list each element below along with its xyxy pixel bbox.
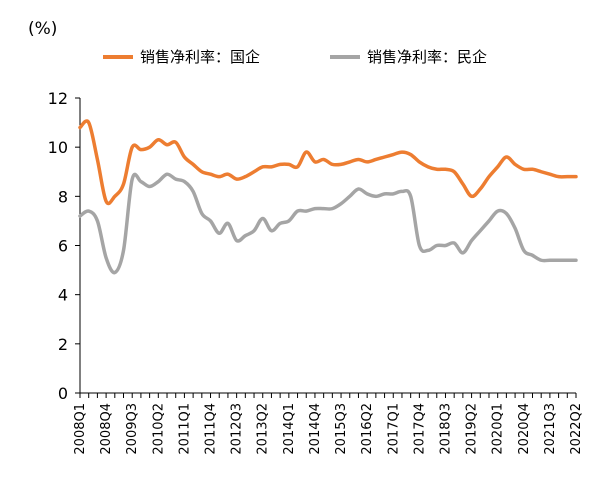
x-tick-label: 2014Q1	[282, 403, 297, 455]
series-line-soe	[80, 121, 576, 204]
legend-label-soe: 销售净利率：国企	[140, 48, 260, 66]
x-tick-label: 2014Q4	[308, 403, 323, 455]
y-tick-label: 8	[58, 187, 68, 206]
series-layer	[80, 121, 576, 273]
x-tick-label: 2020Q4	[517, 403, 532, 455]
x-tick-label: 2016Q2	[360, 403, 375, 455]
x-tick-label: 2008Q4	[99, 403, 114, 455]
x-tick-label: 2021Q3	[543, 403, 558, 455]
y-tick-label: 2	[58, 335, 68, 354]
x-tick-label: 2015Q3	[334, 403, 349, 455]
x-tick-label: 2009Q3	[125, 403, 140, 455]
x-tick-label: 2020Q1	[491, 403, 506, 455]
unit-label: (%)	[28, 19, 57, 39]
x-tick-label: 2022Q2	[569, 403, 584, 455]
x-tick-label: 2011Q1	[177, 403, 192, 455]
y-tick-label: 0	[58, 384, 68, 403]
y-tick-label: 10	[48, 138, 68, 157]
x-tick-label: 2008Q1	[73, 403, 88, 455]
x-tick-label: 2013Q2	[256, 403, 271, 455]
x-tick-label: 2012Q3	[230, 403, 245, 455]
y-tick-label: 12	[48, 89, 68, 108]
x-tick-label: 2010Q2	[151, 403, 166, 455]
series-line-private	[80, 174, 576, 272]
x-tick-label: 2017Q1	[386, 403, 401, 455]
legend-label-private: 销售净利率：民企	[367, 48, 487, 66]
axes: 0 2 4 6 8 10 12 2008Q1 2008Q4 2009Q3 2010Q2 2011Q1 2…	[48, 89, 584, 455]
legend-item-soe: 销售净利率：国企	[103, 48, 260, 66]
x-tick-label: 2011Q4	[204, 403, 219, 455]
legend: 销售净利率：国企 销售净利率：民企	[103, 48, 487, 66]
x-tick-label: 2018Q3	[438, 403, 453, 455]
y-tick-label: 6	[58, 237, 68, 256]
y-tick-label: 4	[58, 286, 68, 305]
legend-item-private: 销售净利率：民企	[330, 48, 487, 66]
x-tick-label: 2017Q4	[412, 403, 427, 455]
x-tick-label: 2019Q2	[465, 403, 480, 455]
